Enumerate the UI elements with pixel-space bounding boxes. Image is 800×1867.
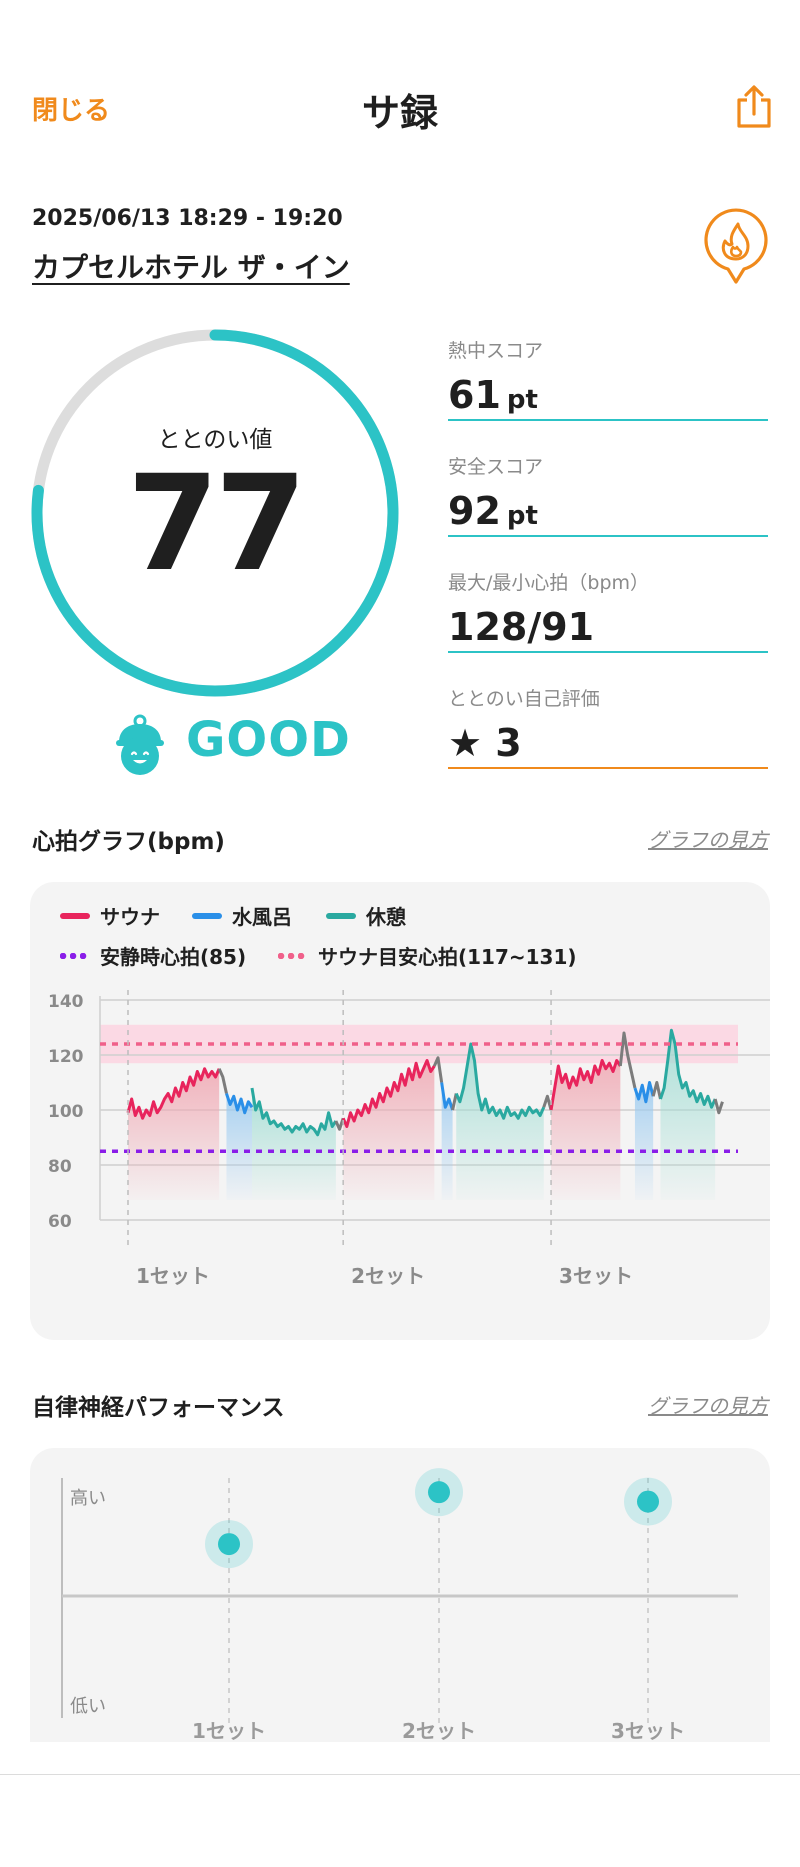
autonomic-help-link[interactable]: グラフの見方: [648, 1394, 768, 1418]
x-tick-label: 2セット: [402, 1719, 476, 1742]
y-label-low: 低い: [70, 1696, 106, 1717]
x-tick-label: 1セット: [192, 1719, 266, 1742]
stat-heat-score: 熱中スコア 61 pt: [448, 336, 768, 421]
totonoi-label: ととのい値: [157, 427, 273, 453]
legend-resting-hr: 安静時心拍(85): [60, 941, 246, 970]
legend-cold-bath: 水風呂: [192, 901, 292, 930]
data-point: [428, 1481, 450, 1504]
transition-line: [651, 1081, 662, 1100]
stat-label: 最大/最小心拍（bpm）: [448, 572, 650, 594]
cold-area: [634, 1082, 654, 1200]
session-datetime: 2025/06/13 18:29 - 19:20: [32, 206, 343, 231]
stat-divider: [448, 535, 768, 537]
transition-line: [618, 1031, 637, 1089]
totonoi-value: 77: [127, 447, 307, 601]
stat-unit: pt: [506, 501, 538, 531]
y-tick-label: 80: [48, 1157, 72, 1177]
ring-progress: [31, 329, 399, 697]
mascot-icon: [114, 712, 166, 776]
stat-label: ととのい自己評価: [448, 688, 600, 710]
close-button[interactable]: 閉じる: [32, 96, 111, 126]
sauna-line: [126, 1067, 221, 1120]
stat-unit: pt: [506, 385, 538, 415]
stat-label: 熱中スコア: [448, 340, 544, 362]
legend-swatch: [60, 912, 90, 919]
y-tick-label: 120: [48, 1047, 84, 1067]
y-tick-label: 140: [48, 992, 84, 1012]
set-label: 3セット: [559, 1264, 633, 1288]
rest-area: [252, 1088, 336, 1200]
stat-value: 128/91: [448, 605, 595, 649]
stat-safety-score: 安全スコア 92 pt: [448, 452, 768, 537]
stat-value: 61 pt: [448, 373, 538, 417]
x-tick-label: 3セット: [611, 1719, 685, 1742]
set-label: 1セット: [136, 1264, 210, 1288]
y-tick-label: 100: [48, 1102, 84, 1122]
transition-line: [542, 1094, 553, 1111]
totonoi-ring: [28, 326, 402, 700]
sauna-area: [343, 1060, 435, 1200]
transition-line: [432, 1056, 444, 1083]
rest-area: [456, 1044, 544, 1200]
cold-line: [225, 1093, 254, 1115]
y-label-high: 高い: [70, 1488, 106, 1509]
legend-swatch: [326, 912, 356, 919]
venue-link[interactable]: カプセルホテル ザ・イン: [32, 251, 350, 284]
transition-line: [713, 1098, 724, 1115]
heart-graph-title: 心拍グラフ(bpm): [32, 829, 225, 855]
stat-divider: [448, 767, 768, 769]
cold-line: [440, 1082, 455, 1111]
fire-badge[interactable]: [702, 206, 770, 286]
rest-area: [660, 1030, 716, 1200]
data-point: [637, 1490, 659, 1513]
data-point: [218, 1533, 240, 1556]
bottom-divider: [0, 1774, 800, 1775]
sauna-line: [549, 1059, 622, 1111]
stat-value: 92 pt: [448, 489, 538, 533]
y-tick-label: 60: [48, 1212, 72, 1232]
rest-line: [454, 1042, 546, 1120]
cold-line: [633, 1081, 655, 1104]
transition-line: [334, 1117, 345, 1131]
share-icon: [737, 85, 771, 128]
stat-label: 安全スコア: [448, 456, 544, 478]
autonomic-title: 自律神経パフォーマンス: [32, 1395, 285, 1421]
fire-icon: [704, 208, 768, 284]
legend-sauna-target: サウナ目安心拍(117~131): [278, 941, 577, 970]
rest-line: [250, 1087, 338, 1137]
cold-area: [441, 1082, 453, 1200]
sauna-line: [341, 1059, 436, 1128]
transition-line: [217, 1068, 228, 1094]
stat-value: ★ 3: [448, 721, 522, 765]
heart-rate-chart: 140 120 100 80 60 1セット 2セット 3セット: [48, 990, 770, 1288]
sauna-area: [128, 1068, 220, 1200]
share-button[interactable]: [736, 84, 772, 130]
page-title: サ録: [361, 91, 438, 135]
totonoi-rating: GOOD: [186, 712, 351, 768]
legend-sauna: サウナ: [60, 901, 160, 930]
cold-area: [226, 1093, 252, 1200]
stat-self-rating[interactable]: ととのい自己評価 ★ 3: [448, 684, 768, 769]
transition-line: [451, 1093, 458, 1111]
heart-graph-help-link[interactable]: グラフの見方: [648, 828, 768, 852]
sauna-area: [551, 1060, 621, 1200]
stat-heart-rate: 最大/最小心拍（bpm） 128/91: [448, 568, 768, 653]
legend-rest: 休憩: [326, 901, 406, 930]
stat-divider: [448, 419, 768, 421]
set-label: 2セット: [351, 1264, 425, 1288]
legend-swatch: [278, 952, 308, 959]
legend-swatch: [192, 912, 222, 919]
stat-divider: [448, 651, 768, 653]
legend-swatch: [60, 952, 90, 959]
